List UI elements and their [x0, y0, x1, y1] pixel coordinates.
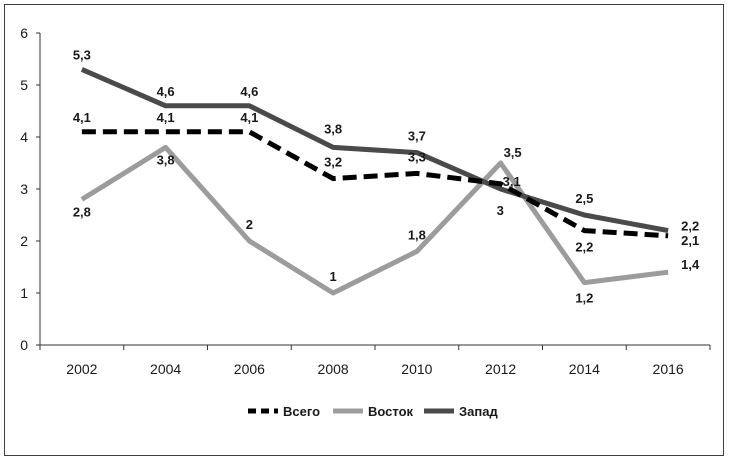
- x-tick-label: 2012: [485, 361, 516, 377]
- data-label: 2,1: [681, 233, 699, 248]
- data-label: 4,6: [240, 84, 258, 99]
- data-label: 3,3: [408, 149, 426, 164]
- data-label: 3,7: [408, 129, 426, 144]
- data-label: 2,8: [73, 204, 91, 219]
- x-tick-label: 2008: [318, 361, 349, 377]
- series-line-2: [80, 67, 669, 234]
- x-tick-label: 2014: [569, 361, 600, 377]
- legend-label: Всего: [283, 404, 320, 419]
- data-label: 2,5: [575, 191, 593, 206]
- data-label: 1,2: [575, 291, 593, 306]
- series-line-1: [80, 144, 669, 296]
- series-line-0: [81, 129, 669, 239]
- data-label: 2: [246, 217, 253, 232]
- legend-label: Запад: [459, 404, 498, 419]
- legend-label: Восток: [368, 404, 414, 419]
- y-tick-label: 4: [20, 129, 28, 145]
- data-label: 4,1: [73, 110, 91, 125]
- data-label: 2,2: [575, 240, 593, 255]
- data-label: 4,1: [240, 110, 258, 125]
- data-label: 4,1: [157, 110, 175, 125]
- y-tick-label: 1: [20, 285, 28, 301]
- y-tick-label: 6: [20, 25, 28, 41]
- y-tick-label: 3: [20, 181, 28, 197]
- data-label: 3: [497, 203, 504, 218]
- data-label: 1: [330, 269, 337, 284]
- x-tick-label: 2002: [66, 361, 97, 377]
- data-label: 3,2: [324, 155, 342, 170]
- data-label: 2,2: [681, 219, 699, 234]
- y-tick-label: 0: [20, 337, 28, 353]
- x-tick-label: 2004: [150, 361, 181, 377]
- y-tick-label: 2: [20, 233, 28, 249]
- data-label: 1,4: [681, 257, 700, 272]
- x-tick-label: 2016: [653, 361, 684, 377]
- x-tick-label: 2006: [234, 361, 265, 377]
- data-label: 1,8: [408, 227, 426, 242]
- data-label: 4,6: [157, 84, 175, 99]
- y-tick-label: 5: [20, 77, 28, 93]
- data-label: 3,5: [504, 145, 522, 160]
- data-label: 3,8: [324, 121, 342, 136]
- data-label: 3,8: [157, 152, 175, 167]
- data-label: 5,3: [73, 47, 91, 62]
- data-label: 3,1: [503, 174, 521, 189]
- x-tick-label: 2010: [401, 361, 432, 377]
